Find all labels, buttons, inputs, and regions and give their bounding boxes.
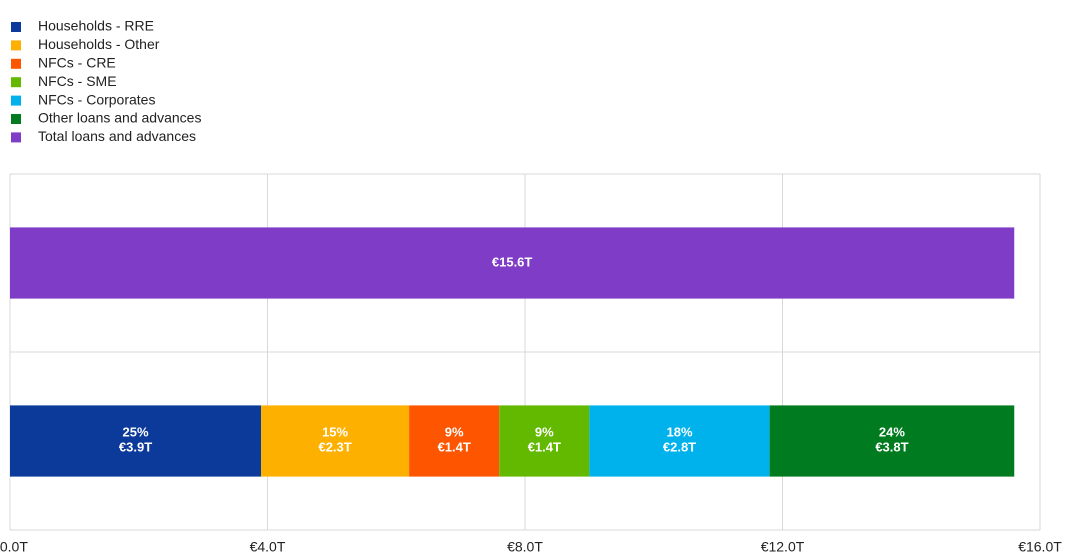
legend-swatch <box>11 22 21 32</box>
x-tick-label: €0.0T <box>0 539 28 555</box>
legend-swatch <box>11 132 21 143</box>
value-label: €1.4T <box>438 439 471 454</box>
x-tick-label: €8.0T <box>507 539 543 555</box>
value-label: €2.8T <box>663 439 696 454</box>
value-label: €3.9T <box>119 439 152 454</box>
legend-label: Total loans and advances <box>38 128 196 144</box>
x-tick-label: €12.0T <box>761 539 805 555</box>
bar-segment <box>409 405 500 477</box>
legend-label: Households - Other <box>38 36 160 52</box>
value-label: €3.8T <box>875 439 908 454</box>
x-tick-label: €16.0T <box>1018 539 1062 555</box>
share-label: 15% <box>322 424 348 439</box>
bar-segment <box>589 405 770 477</box>
share-label: 9% <box>535 424 554 439</box>
legend-swatch <box>11 114 21 124</box>
legend-label: Other loans and advances <box>38 110 201 126</box>
share-label: 9% <box>445 424 464 439</box>
legend-label: Households - RRE <box>38 18 154 34</box>
bar-segment <box>10 405 262 477</box>
value-label: €1.4T <box>528 439 561 454</box>
legend-swatch <box>11 58 21 69</box>
bar-segment <box>10 227 1015 299</box>
value-label: €2.3T <box>318 439 351 454</box>
legend-swatch <box>11 77 21 88</box>
x-tick-label: €4.0T <box>250 539 286 555</box>
legend-swatch <box>11 95 21 106</box>
legend-label: NFCs - CRE <box>38 55 116 71</box>
share-label: 18% <box>666 424 692 439</box>
legend-swatch <box>11 40 21 51</box>
legend-label: NFCs - Corporates <box>38 91 155 107</box>
share-label: 25% <box>123 424 149 439</box>
legend-label: NFCs - SME <box>38 73 117 89</box>
value-label: €15.6T <box>492 254 533 269</box>
share-label: 24% <box>879 424 905 439</box>
bar-segment <box>769 405 1015 477</box>
bar-segment <box>261 405 410 477</box>
bar-segment <box>499 405 590 477</box>
